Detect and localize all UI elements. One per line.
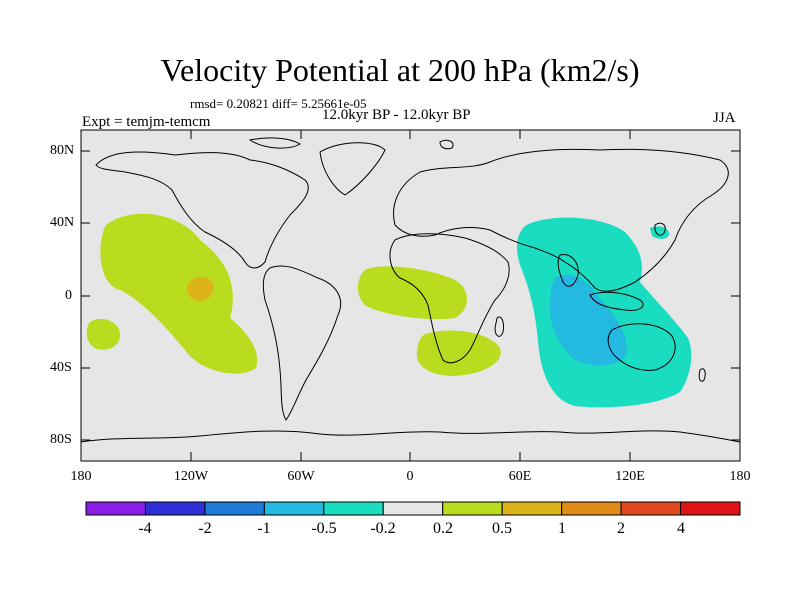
stats-text: rmsd= 0.20821 diff= 5.25661e-05 — [190, 96, 367, 111]
plot-title: Velocity Potential at 200 hPa (km2/s) — [160, 52, 640, 88]
colorbar-label: 1 — [558, 520, 566, 537]
x-label-120e: 120E — [615, 469, 645, 484]
north-america-coast — [95, 151, 309, 269]
season-label: JJA — [713, 110, 736, 126]
colorbar-label: -0.2 — [370, 520, 396, 537]
colorbar-label: 4 — [677, 520, 685, 537]
indian-ocean-core-region — [549, 274, 627, 366]
y-axis-ticks — [81, 150, 740, 441]
colorbar-swatch — [382, 501, 444, 516]
x-label-180e: 180 — [729, 469, 751, 484]
west-pacific-positive-region — [86, 318, 121, 350]
colorbar-swatch — [501, 501, 563, 516]
colorbar-label: 0.2 — [433, 520, 453, 537]
y-label-40s: 40S — [50, 360, 72, 375]
period-text: 12.0kyr BP - 12.0kyr BP — [322, 107, 471, 123]
colorbar-label: -1 — [257, 520, 271, 537]
x-label-180w: 180 — [70, 469, 92, 484]
y-label-80n: 80N — [50, 143, 75, 158]
x-label-120w: 120W — [173, 469, 209, 484]
colorbar-label: 2 — [617, 520, 625, 537]
colorbar-swatch — [263, 501, 325, 516]
atlantic-positive-region — [357, 266, 468, 320]
colorbar-swatch — [323, 501, 384, 516]
x-label-60w: 60W — [287, 469, 315, 484]
x-label-60e: 60E — [508, 469, 532, 484]
experiment-label: Expt = temjm-temcm — [82, 114, 211, 130]
colorbar-label: -4 — [138, 520, 152, 537]
australia-coast — [607, 323, 676, 371]
svalbard-coast — [439, 139, 454, 150]
colorbar-label: 0.5 — [492, 520, 512, 537]
colorbar-swatch — [442, 501, 503, 516]
colorbar-label: -2 — [198, 520, 212, 537]
greenland-coast — [319, 142, 386, 196]
south-america-coast — [262, 265, 342, 421]
east-pacific-positive-region — [100, 213, 258, 374]
coastlines — [80, 137, 741, 443]
eurasia-coast — [393, 148, 729, 292]
y-label-0: 0 — [65, 288, 72, 303]
india-coast — [557, 253, 579, 287]
arctic-islands-coast — [248, 137, 301, 149]
colorbar-swatch — [204, 501, 265, 516]
new-zealand-coast — [698, 368, 706, 382]
colorbar-swatch — [85, 501, 146, 516]
colorbar-swatch — [620, 501, 682, 516]
colorbar — [85, 501, 741, 516]
maritime-continent-coast — [589, 291, 644, 311]
colorbar-label: -0.5 — [311, 520, 337, 537]
x-label-0: 0 — [406, 469, 414, 484]
antarctica-coast — [80, 430, 741, 443]
east-pacific-core-region — [187, 276, 214, 302]
y-label-80s: 80S — [50, 432, 72, 447]
y-label-40n: 40N — [50, 215, 75, 230]
colorbar-swatch — [680, 501, 741, 516]
colorbar-swatch — [144, 501, 206, 516]
madagascar-coast — [494, 316, 504, 337]
africa-coast — [389, 233, 510, 364]
japan-coast — [654, 222, 666, 236]
x-axis-ticks — [80, 130, 741, 461]
colorbar-swatch — [561, 501, 622, 516]
south-africa-positive-region — [416, 330, 501, 376]
